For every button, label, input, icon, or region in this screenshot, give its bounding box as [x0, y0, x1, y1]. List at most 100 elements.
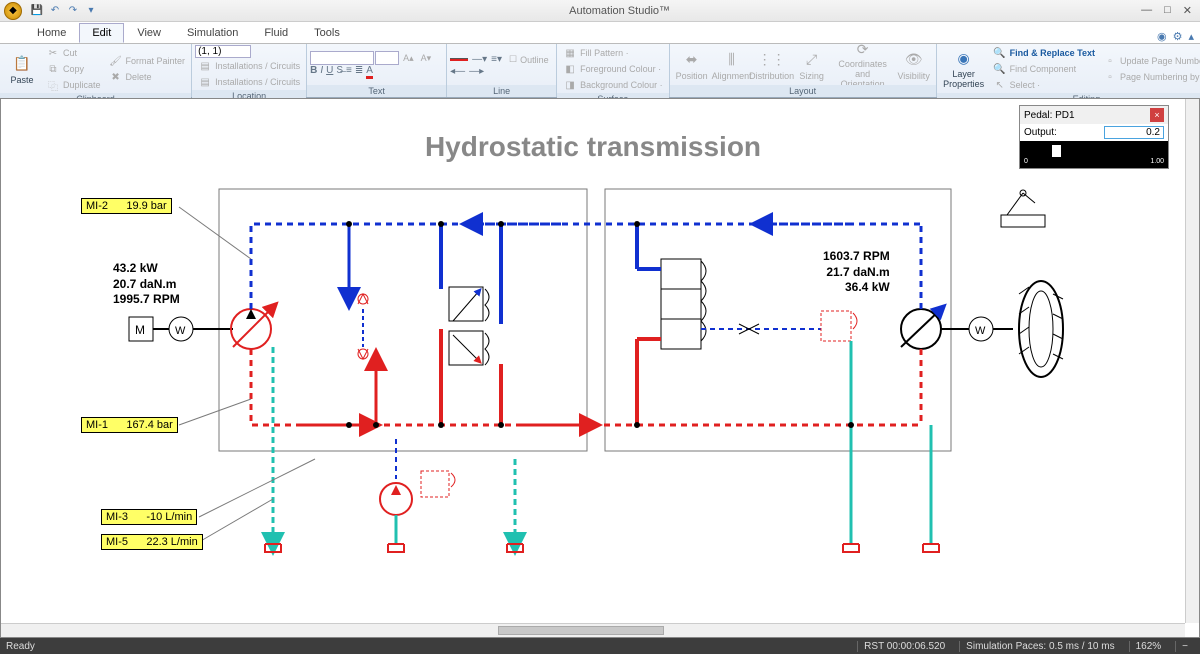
alignment-button[interactable]: ⫼Alignment [713, 45, 751, 85]
distribution-icon: ⋮⋮ [762, 50, 782, 70]
tab-fluid[interactable]: Fluid [251, 23, 301, 43]
titlebar: ◆ 💾 ↶ ↷ ▾ Automation Studio™ — □ ✕ [0, 0, 1200, 22]
underline-button[interactable]: U [326, 65, 333, 79]
save-icon[interactable]: 💾 [30, 4, 44, 18]
readout-left: 43.2 kW 20.7 daN.m 1995.7 RPM [113, 261, 180, 308]
pedal-panel[interactable]: Pedal: PD1× Output:0.2 01.00 [1019, 105, 1169, 169]
close-icon[interactable]: ✕ [1183, 4, 1192, 17]
layer-properties-button[interactable]: ◉Layer Properties [940, 49, 988, 89]
strike-button[interactable]: S̶ [336, 65, 343, 79]
delete-button[interactable]: ✖Delete [106, 69, 189, 85]
installations-1[interactable]: ▤Installations / Circuits [195, 58, 303, 74]
align-left-icon[interactable]: ≡ [346, 65, 352, 79]
group-line: —▾ ≡▾ ☐ Outline ◂— —▸ Line [447, 44, 557, 97]
horizontal-scrollbar[interactable] [1, 623, 1185, 637]
panel-close-icon[interactable]: × [1150, 108, 1164, 122]
line-color-icon[interactable] [450, 58, 468, 61]
options-icon[interactable]: ⚙ [1173, 30, 1183, 43]
coords-icon: ⟳ [853, 41, 873, 58]
svg-text:W: W [175, 325, 186, 337]
collapse-ribbon-icon[interactable]: ▴ [1188, 30, 1194, 43]
help-icon[interactable]: ◉ [1157, 30, 1167, 43]
bold-button[interactable]: B [310, 65, 317, 79]
readout-right: 1603.7 RPM 21.7 daN.m 36.4 kW [823, 249, 890, 296]
line-weight-icon[interactable]: ≡▾ [491, 54, 502, 65]
find-replace-button[interactable]: 🔍Find & Replace Text [990, 45, 1098, 61]
copy-button[interactable]: ⧉Copy [43, 61, 104, 77]
output-label: Output: [1024, 127, 1057, 138]
window-title: Automation Studio™ [98, 5, 1141, 17]
grow-font-icon[interactable]: A▴ [400, 51, 417, 65]
minimize-icon[interactable]: — [1141, 4, 1152, 17]
tab-tools[interactable]: Tools [301, 23, 353, 43]
layers-icon: ▤ [198, 59, 212, 73]
status-paces: Simulation Paces: 0.5 ms / 10 ms [959, 641, 1120, 652]
measurement-mi-3: MI-3 -10 L/min [101, 509, 197, 525]
slider-thumb[interactable] [1052, 145, 1061, 157]
undo-icon[interactable]: ↶ [48, 4, 62, 18]
fill-pattern-button[interactable]: ▦Fill Pattern · [560, 45, 666, 61]
pattern-icon: ▦ [563, 46, 577, 60]
foreground-color-button[interactable]: ◧Foreground Colour · [560, 61, 666, 77]
maximize-icon[interactable]: □ [1164, 4, 1171, 17]
vertical-scrollbar[interactable] [1185, 99, 1199, 623]
paste-button[interactable]: 📋Paste [3, 49, 41, 89]
group-surface: ▦Fill Pattern · ◧Foreground Colour · ◨Ba… [557, 44, 670, 97]
outline-checkbox[interactable]: ☐ Outline [506, 53, 552, 66]
shrink-font-icon[interactable]: A▾ [418, 51, 435, 65]
italic-button[interactable]: I [320, 65, 323, 79]
duplicate-icon: ⿻ [46, 78, 60, 92]
app-logo: ◆ [4, 2, 22, 20]
pedal-slider[interactable]: 01.00 [1020, 141, 1168, 168]
page-icon: ▫ [1103, 54, 1117, 68]
background-color-button[interactable]: ◨Background Colour · [560, 77, 666, 93]
layers-icon: ▤ [198, 75, 212, 89]
installations-2[interactable]: ▤Installations / Circuits [195, 74, 303, 90]
tab-view[interactable]: View [124, 23, 174, 43]
font-size-input[interactable] [375, 51, 399, 65]
sizing-button[interactable]: ⤢Sizing [793, 45, 831, 85]
group-label: Text [307, 85, 446, 97]
cut-button[interactable]: ✂Cut [43, 45, 104, 61]
tab-edit[interactable]: Edit [79, 23, 124, 43]
distribution-button[interactable]: ⋮⋮Distribution [753, 45, 791, 85]
format-painter-button[interactable]: 🖌Format Painter [106, 53, 189, 69]
font-input[interactable] [310, 51, 374, 65]
redo-icon[interactable]: ↷ [66, 4, 80, 18]
svg-text:W: W [975, 325, 986, 337]
output-value[interactable]: 0.2 [1104, 126, 1164, 139]
paste-icon: 📋 [12, 54, 32, 74]
measurement-mi-1: MI-1 167.4 bar [81, 417, 178, 433]
group-label: Line [447, 85, 556, 97]
page-icon: ▫ [1103, 70, 1117, 84]
find-component-button[interactable]: 🔍Find Component [990, 61, 1098, 77]
page-numbering-project-button[interactable]: ▫Page Numbering by Project [1100, 69, 1200, 85]
coord-input[interactable] [195, 45, 251, 58]
font-color-icon[interactable]: A [366, 65, 373, 79]
zoom-out-icon[interactable]: − [1175, 641, 1194, 652]
group-clipboard: 📋Paste ✂Cut ⧉Copy ⿻Duplicate 🖌Format Pai… [0, 44, 192, 97]
scrollbar-thumb[interactable] [498, 626, 664, 635]
tab-home[interactable]: Home [24, 23, 79, 43]
tab-simulation[interactable]: Simulation [174, 23, 251, 43]
fgcolor-icon: ◧ [563, 62, 577, 76]
quick-access-toolbar: 💾 ↶ ↷ ▾ [30, 4, 98, 18]
update-page-numbering-button[interactable]: ▫Update Page Numbering [1100, 53, 1200, 69]
drawing-canvas[interactable]: Hydrostatic transmission M W [1, 99, 1185, 623]
arrow-start-icon[interactable]: ◂— [450, 66, 465, 77]
select-button[interactable]: ↖Select · [990, 77, 1098, 93]
status-rst: RST 00:00:06.520 [857, 641, 951, 652]
cursor-icon: ↖ [993, 78, 1007, 92]
visibility-button[interactable]: 👁Visibility [895, 45, 933, 85]
group-text: A▴ A▾ B I U S̶ ≡ ≣ A Text [307, 44, 447, 97]
duplicate-button[interactable]: ⿻Duplicate [43, 77, 104, 93]
qat-dropdown-icon[interactable]: ▾ [84, 4, 98, 18]
bgcolor-icon: ◨ [563, 78, 577, 92]
arrow-end-icon[interactable]: —▸ [469, 66, 484, 77]
line-style-icon[interactable]: —▾ [472, 54, 487, 65]
statusbar: Ready RST 00:00:06.520 Simulation Paces:… [0, 638, 1200, 654]
position-button[interactable]: ⬌Position [673, 45, 711, 85]
group-layout: ⬌Position ⫼Alignment ⋮⋮Distribution ⤢Siz… [670, 44, 937, 97]
coords-button[interactable]: ⟳Coordinates and Orientation [833, 45, 893, 85]
align-center-icon[interactable]: ≣ [355, 65, 363, 79]
